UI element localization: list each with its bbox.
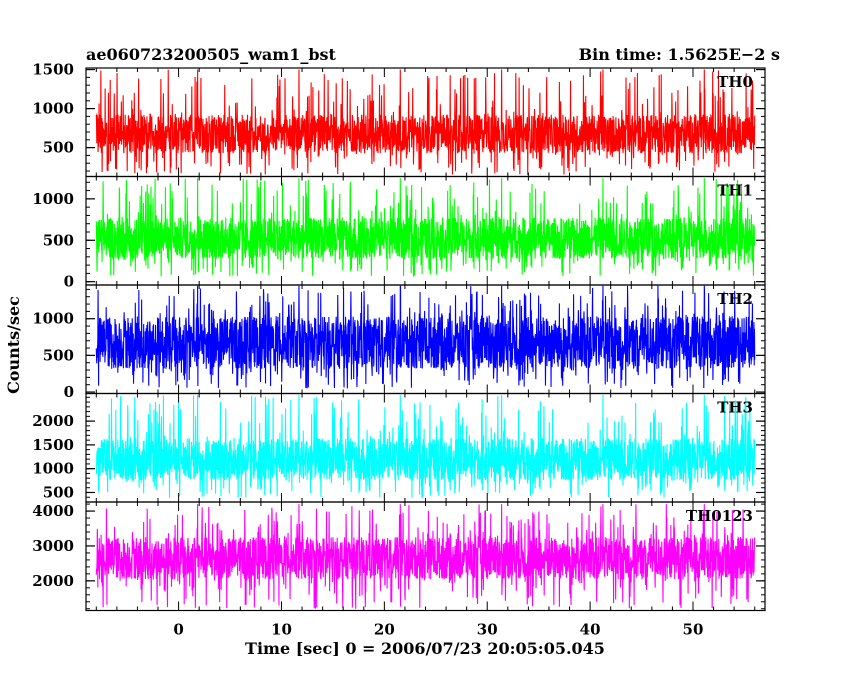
panel-label-th2: TH2 [717, 290, 753, 308]
panel-label-th3: TH3 [717, 399, 753, 417]
bin-time-label: Bin time: 1.5625E−2 s [579, 45, 780, 64]
panel-label-th1: TH1 [717, 182, 753, 200]
x-axis: 0 10 20 30 40 50 [173, 621, 703, 639]
y-tick-label: 500 [43, 346, 74, 364]
y-tick-label: 1000 [32, 310, 74, 328]
x-tick-label: 0 [173, 621, 183, 639]
y-tick-label: 1000 [32, 460, 74, 478]
y-tick-label: 2000 [32, 572, 74, 590]
y-tick-label: 0 [64, 273, 74, 291]
y-tick-label: 2000 [32, 412, 74, 430]
series-line-th3 [95, 394, 756, 499]
x-tick-label: 10 [271, 621, 292, 639]
x-tick-label: 40 [580, 621, 601, 639]
panel-th0123: 2000 3000 4000 TH0123 [32, 501, 766, 612]
x-tick-label: 30 [477, 621, 498, 639]
x-axis-label: Time [sec] 0 = 2006/07/23 20:05:05.045 [245, 639, 605, 658]
y-tick-label: 1500 [32, 436, 74, 454]
panel-th0: 500 1000 1500 TH0 [32, 61, 766, 178]
x-tick-label: 50 [683, 621, 704, 639]
series-line-th2 [95, 285, 756, 389]
panel-label-th0123: TH0123 [686, 507, 753, 525]
panel-label-th0: TH0 [717, 73, 753, 91]
x-tick-label: 20 [374, 621, 395, 639]
plot-title: ae060723200505_wam1_bst [86, 45, 337, 64]
series-line-th0123 [95, 504, 756, 609]
y-tick-label: 4000 [32, 502, 74, 520]
series-line-th1 [95, 178, 756, 277]
panel-th3: 500 1000 1500 2000 TH3 [32, 392, 766, 503]
y-tick-label: 1000 [32, 190, 74, 208]
y-tick-label: 1500 [32, 61, 74, 79]
y-tick-label: 500 [43, 139, 74, 157]
panel-th1: 0 500 1000 TH1 [32, 175, 766, 291]
y-tick-label: 500 [43, 483, 74, 501]
panel-th2: 0 500 1000 TH2 [32, 284, 766, 401]
y-tick-label: 1000 [32, 100, 74, 118]
y-tick-label: 3000 [32, 537, 74, 555]
series-line-th0 [95, 69, 756, 175]
y-tick-label: 500 [43, 231, 74, 249]
y-axis-label: Counts/sec [4, 296, 23, 394]
panels-group: 500 1000 1500 TH0 0 500 1000 TH1 0 500 1000 TH2 500 1… [32, 61, 766, 612]
y-tick-label: 0 [64, 383, 74, 401]
